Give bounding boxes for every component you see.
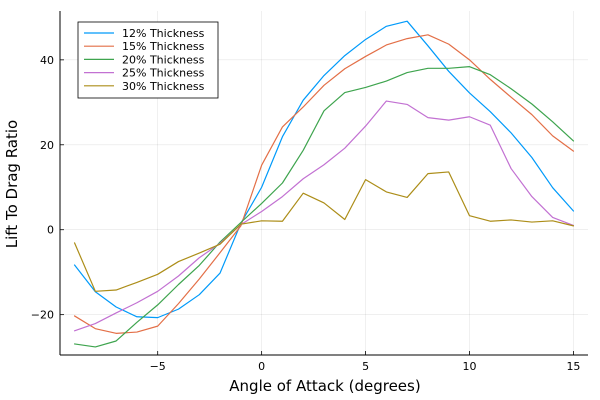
series-line-5 xyxy=(73,171,575,292)
x-tick-label: 10 xyxy=(463,360,477,373)
x-tick-label: −5 xyxy=(150,360,166,373)
x-tick-label: 0 xyxy=(258,360,265,373)
legend-label: 25% Thickness xyxy=(122,67,205,80)
axes xyxy=(59,11,588,356)
series-line-3 xyxy=(73,66,575,348)
y-axis-label: Lift To Drag Ratio xyxy=(3,120,21,248)
tick-labels: −5 0 5 10 15 −20 0 20 40 xyxy=(31,54,581,373)
series-lines xyxy=(73,20,575,348)
x-axis-label: Angle of Attack (degrees) xyxy=(229,377,420,395)
x-tick-label: 5 xyxy=(362,360,369,373)
legend-label: 12% Thickness xyxy=(122,27,205,40)
y-tick-label: 20 xyxy=(40,139,54,152)
series-line-1 xyxy=(73,20,575,319)
legend-label: 30% Thickness xyxy=(122,80,205,93)
legend-label: 15% Thickness xyxy=(122,40,205,53)
legend-label: 20% Thickness xyxy=(122,53,205,66)
y-tick-label: −20 xyxy=(31,309,54,322)
x-tick-label: 15 xyxy=(566,360,580,373)
y-tick-label: 0 xyxy=(47,224,54,237)
y-tick-label: 40 xyxy=(40,54,54,67)
series-line-2 xyxy=(73,34,575,334)
series-line-4 xyxy=(73,100,575,332)
